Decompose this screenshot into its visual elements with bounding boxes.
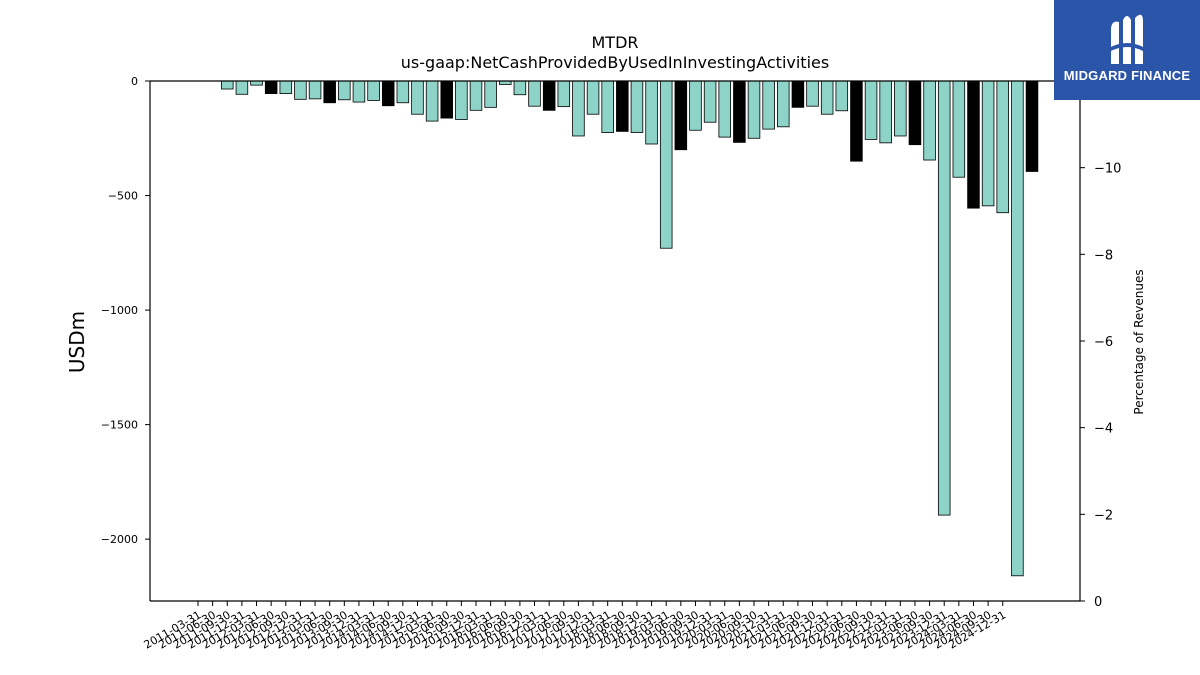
bar bbox=[747, 80, 761, 139]
bar bbox=[338, 80, 351, 101]
bar bbox=[718, 80, 731, 138]
bar bbox=[996, 80, 1009, 214]
axes-group: 0−500−1000−1500−20000−2−4−6−8−102011-03-… bbox=[101, 75, 1122, 652]
bar bbox=[923, 80, 936, 161]
y-tick-label: 0 bbox=[131, 75, 138, 88]
bar bbox=[894, 80, 907, 137]
bar bbox=[396, 80, 410, 104]
bar bbox=[572, 80, 585, 137]
bar bbox=[674, 80, 688, 151]
bar bbox=[528, 80, 541, 107]
bar bbox=[630, 80, 644, 133]
bar bbox=[381, 80, 395, 107]
bar bbox=[791, 80, 805, 108]
brand-name: MIDGARD FINANCE bbox=[1063, 68, 1191, 83]
bar bbox=[820, 80, 834, 115]
brand-logo: MIDGARD FINANCE bbox=[1054, 0, 1200, 100]
y-tick-label: −1000 bbox=[101, 304, 138, 317]
bar bbox=[601, 80, 614, 133]
bar bbox=[279, 80, 293, 95]
bar bbox=[1011, 80, 1024, 577]
bar bbox=[777, 80, 790, 128]
bar bbox=[425, 80, 439, 122]
bar bbox=[659, 80, 673, 249]
bar bbox=[308, 80, 322, 100]
bar bbox=[440, 80, 453, 119]
bar bbox=[542, 80, 556, 111]
midgard-logo-icon bbox=[1109, 14, 1145, 65]
bar bbox=[367, 80, 380, 101]
bar bbox=[264, 80, 278, 95]
bar bbox=[689, 80, 702, 131]
bar bbox=[967, 80, 980, 209]
bar bbox=[484, 80, 497, 108]
bar bbox=[455, 80, 468, 120]
y2-tick-label: −2 bbox=[1094, 508, 1113, 523]
y2-tick-label: −6 bbox=[1094, 335, 1113, 350]
bar bbox=[733, 80, 746, 143]
bar bbox=[864, 80, 878, 140]
bar bbox=[937, 80, 951, 516]
bar bbox=[879, 80, 892, 144]
bar bbox=[250, 80, 263, 86]
bar bbox=[981, 80, 995, 207]
bar bbox=[352, 80, 366, 103]
chart-title: MTDR bbox=[591, 33, 638, 52]
bar bbox=[908, 80, 922, 146]
y2-tick-label: −4 bbox=[1094, 422, 1113, 437]
bar bbox=[235, 80, 249, 95]
bar bbox=[835, 80, 849, 112]
bar bbox=[323, 80, 336, 104]
bar bbox=[586, 80, 600, 115]
bar bbox=[645, 80, 658, 145]
bar bbox=[221, 80, 234, 90]
y2-axis-label: Percentage of Revenues bbox=[1132, 269, 1146, 414]
y-tick-label: −500 bbox=[108, 190, 138, 203]
bar bbox=[557, 80, 571, 108]
bar bbox=[469, 80, 483, 111]
chart-subtitle: us-gaap:NetCashProvidedByUsedInInvesting… bbox=[401, 53, 829, 72]
bar bbox=[1025, 80, 1039, 172]
bar bbox=[703, 80, 717, 123]
bar bbox=[411, 80, 424, 115]
bars-group bbox=[221, 80, 1039, 577]
y-axis-label: USDm bbox=[65, 311, 89, 373]
y2-tick-label: −8 bbox=[1094, 248, 1113, 263]
y2-tick-label: −10 bbox=[1094, 162, 1121, 177]
bar bbox=[850, 80, 863, 162]
bar bbox=[952, 80, 966, 178]
bar bbox=[616, 80, 629, 132]
y2-tick-label: 0 bbox=[1094, 595, 1102, 610]
bar bbox=[806, 80, 819, 107]
y-tick-label: −1500 bbox=[101, 419, 138, 432]
bar bbox=[762, 80, 775, 130]
bar bbox=[294, 80, 307, 100]
bar bbox=[513, 80, 527, 96]
y-tick-label: −2000 bbox=[101, 533, 138, 546]
